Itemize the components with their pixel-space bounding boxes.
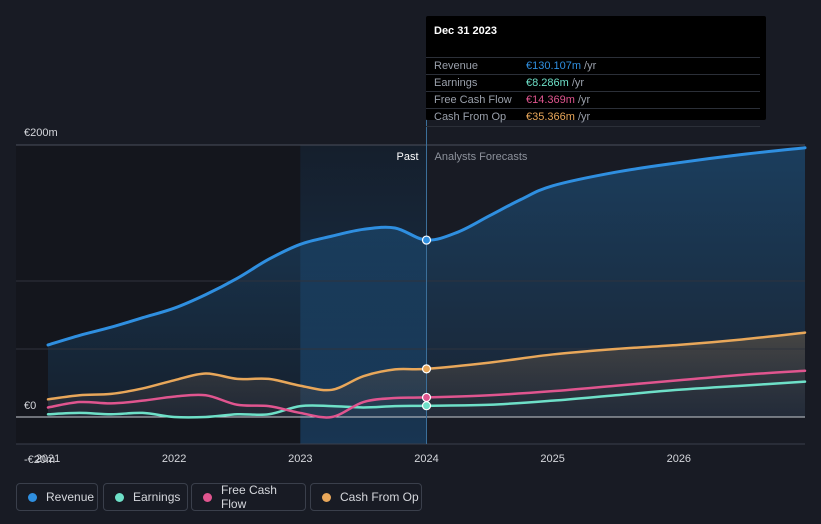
tooltip-row-earnings: Earnings €8.286m/yr (426, 74, 760, 92)
tooltip-value: €35.366m/yr (526, 111, 591, 123)
legend-item-free-cash-flow[interactable]: Free Cash Flow (191, 483, 306, 511)
tooltip-value: €14.369m/yr (526, 94, 591, 106)
tooltip-label: Earnings (434, 77, 478, 89)
legend-label: Cash From Op (340, 490, 419, 504)
data-point-marker (421, 392, 432, 403)
tooltip-row-revenue: Revenue €130.107m/yr (426, 57, 760, 75)
legend-label: Earnings (133, 490, 181, 504)
x-tick-label: 2023 (288, 453, 312, 465)
y-tick-label: €200m (24, 127, 58, 139)
data-point-marker (421, 235, 432, 245)
tooltip-value: €8.286m/yr (526, 77, 585, 89)
x-tick-label: 2021 (36, 453, 60, 465)
x-tick-label: 2025 (540, 453, 564, 465)
series-line-cash-from-op (46, 331, 807, 401)
series-line-earnings (46, 380, 807, 419)
tooltip: Dec 31 2023 Revenue €130.107m/yr Earning… (426, 16, 766, 127)
y-tick-label: -€20m (24, 454, 55, 466)
y-tick-label: €0 (24, 400, 36, 412)
data-point-marker (421, 364, 432, 374)
tooltip-label: Free Cash Flow (434, 94, 512, 106)
cash-from-op-dot-icon (322, 492, 331, 502)
tooltip-label: Revenue (434, 60, 479, 72)
earnings-dot-icon (115, 492, 124, 502)
x-tick-label: 2024 (414, 453, 438, 465)
tooltip-row-cfo: Cash From Op €35.366m/yr (426, 108, 760, 127)
x-tick-label: 2026 (667, 453, 691, 465)
tooltip-row-fcf: Free Cash Flow €14.369m/yr (426, 91, 760, 109)
tooltip-value: €130.107m/yr (526, 60, 597, 72)
series-line-revenue (46, 146, 807, 347)
x-tick-label: 2022 (162, 453, 186, 465)
free-cash-flow-dot-icon (203, 492, 212, 502)
tooltip-label: Cash From Op (434, 111, 507, 123)
tooltip-date: Dec 31 2023 (434, 25, 497, 37)
legend-item-cash-from-op[interactable]: Cash From Op (310, 483, 422, 511)
revenue-dot-icon (28, 492, 37, 502)
legend-label: Revenue (46, 490, 95, 504)
legend-item-earnings[interactable]: Earnings (103, 483, 188, 511)
legend-label: Free Cash Flow (220, 483, 277, 511)
series-line-free-cash-flow (46, 369, 807, 419)
data-point-marker (421, 401, 432, 411)
forecast-label: Analysts Forecasts (435, 151, 528, 163)
legend-item-revenue[interactable]: Revenue (16, 483, 98, 511)
past-label: Past (396, 151, 418, 163)
